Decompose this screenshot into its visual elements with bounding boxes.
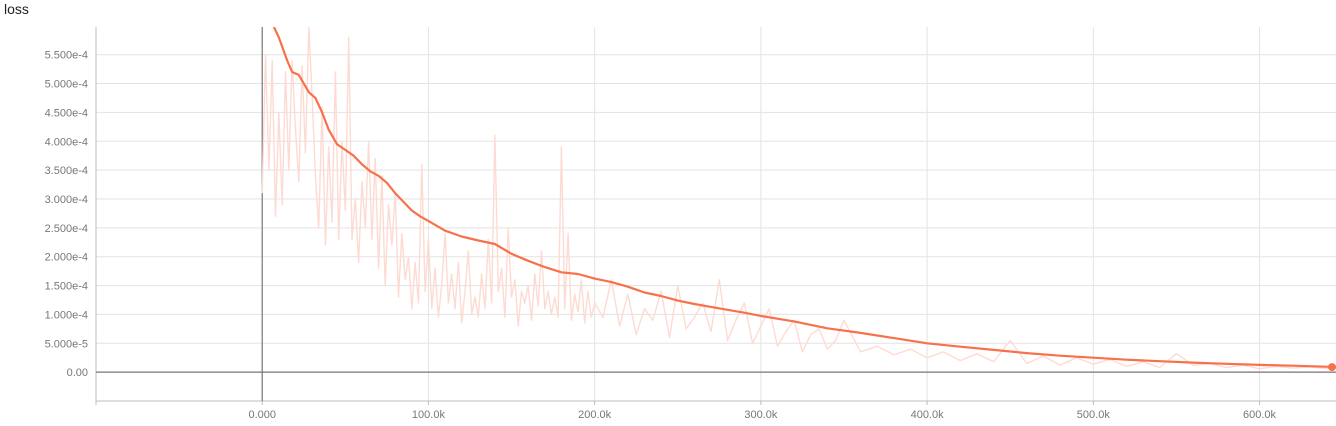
x-tick-label: 500.0k — [1077, 409, 1111, 421]
y-tick-label: 5.000e-5 — [45, 338, 88, 350]
y-tick-label: 4.000e-4 — [45, 136, 88, 148]
axes — [95, 27, 1336, 405]
x-tick-label: 300.0k — [744, 409, 778, 421]
x-tick-label: 200.0k — [578, 409, 612, 421]
y-tick-label: 2.500e-4 — [45, 223, 88, 235]
x-tick-label: 400.0k — [911, 409, 945, 421]
y-tick-label: 5.000e-4 — [45, 79, 88, 91]
chart-title: loss — [4, 1, 29, 17]
y-tick-label: 0.00 — [67, 367, 88, 379]
y-tick-label: 4.500e-4 — [45, 107, 88, 119]
y-tick-label: 2.000e-4 — [45, 252, 88, 264]
x-tick-label: 600.0k — [1243, 409, 1277, 421]
x-tick-label: 0.000 — [248, 409, 276, 421]
last-point-marker — [1328, 363, 1336, 372]
grid-lines — [96, 27, 1336, 401]
y-tick-label: 5.500e-4 — [45, 50, 88, 62]
smoothed-loss-line — [272, 27, 1336, 369]
y-tick-label: 1.500e-4 — [45, 281, 88, 293]
y-tick-label: 3.500e-4 — [45, 165, 88, 177]
series-layer — [261, 27, 1336, 372]
raw-loss-line — [261, 27, 1336, 370]
tick-labels: 0.00 5.000e-5 1.000e-4 1.500e-4 2.000e-4 2.50… — [45, 50, 1277, 421]
y-tick-label: 3.000e-4 — [45, 194, 88, 206]
x-tick-label: 100.0k — [412, 409, 446, 421]
y-tick-label: 1.000e-4 — [45, 309, 88, 321]
